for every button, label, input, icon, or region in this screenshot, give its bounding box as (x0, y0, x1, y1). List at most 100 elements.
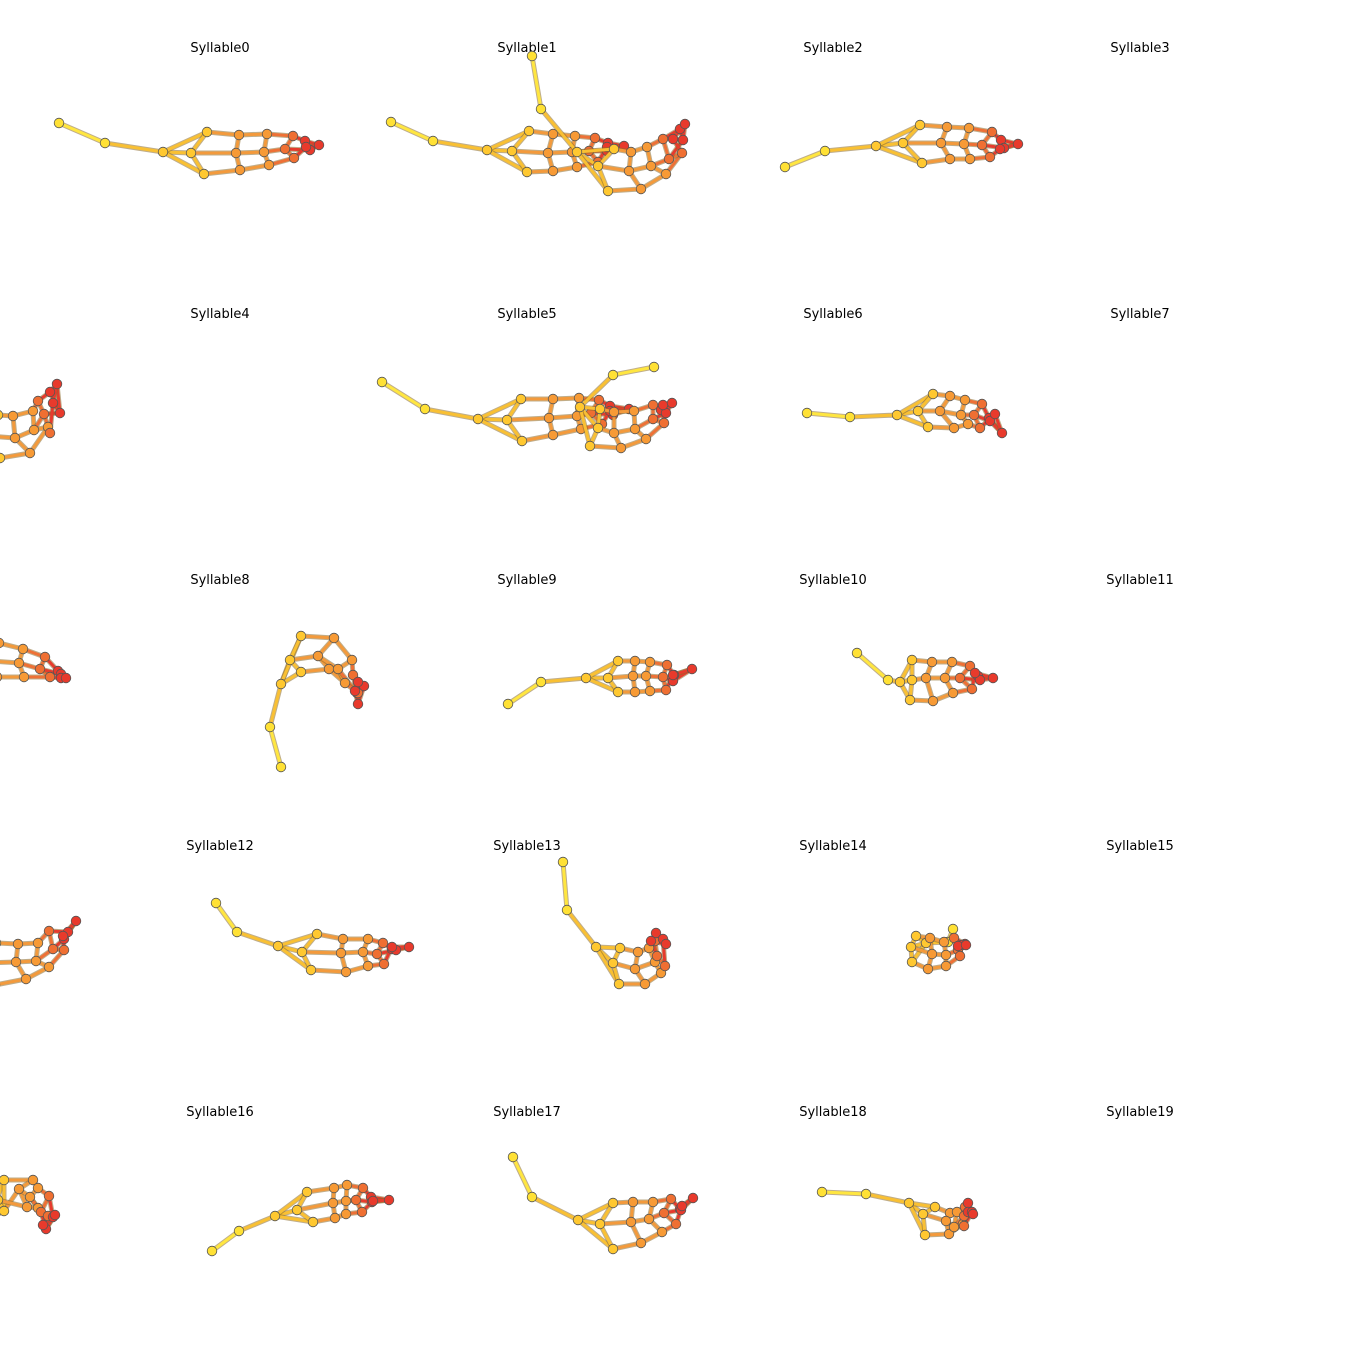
skeleton-keypoint (233, 1225, 245, 1237)
skeleton-keypoint (660, 168, 672, 180)
skeleton-keypoint (643, 1213, 655, 1225)
skeleton-keypoint (903, 1197, 915, 1209)
skeleton-edge (276, 944, 313, 972)
skeleton-keypoint (651, 950, 663, 962)
skeleton-keypoint (640, 670, 652, 682)
skeleton-edge (578, 405, 592, 448)
skeleton-keypoint (234, 164, 246, 176)
skeleton-edge (530, 54, 543, 111)
skeleton-keypoint (987, 672, 999, 684)
skeleton-keypoint (70, 915, 82, 927)
skeleton-keypoint (572, 1214, 584, 1226)
skeleton-keypoint (362, 960, 374, 972)
skeleton-edge (864, 1192, 911, 1205)
skeleton-keypoint (926, 948, 938, 960)
skeleton-keypoint (641, 141, 653, 153)
skeleton-keypoint (584, 440, 596, 452)
skeleton-keypoint (547, 429, 559, 441)
panel-title: Syllable18 (799, 1105, 867, 1120)
skeleton-keypoint (502, 698, 514, 710)
skeleton-keypoint (608, 406, 620, 418)
skeleton-edge (389, 120, 435, 143)
skeleton-keypoint (602, 672, 614, 684)
skeleton-edge (276, 932, 319, 948)
skeleton-keypoint (157, 146, 169, 158)
skeleton-keypoint (264, 721, 276, 733)
skeleton-edge (485, 129, 531, 152)
skeleton-keypoint (0, 939, 2, 947)
panel-syllable6: Syllable6 (574, 307, 863, 454)
panel-syllable12: Syllable12 (0, 839, 254, 987)
skeleton-keypoint (335, 947, 347, 959)
skeleton-keypoint (0, 410, 4, 420)
skeleton-keypoint (659, 960, 671, 972)
skeleton-keypoint (296, 946, 308, 958)
skeleton-keypoint (927, 695, 939, 707)
skeleton-keypoint (32, 1182, 44, 1194)
skeleton-keypoint (968, 409, 980, 421)
skeleton-edge (202, 168, 242, 176)
panel-syllable18: Syllable18 (507, 1105, 867, 1255)
skeleton-keypoint (547, 393, 559, 405)
skeleton-keypoint (356, 1206, 368, 1218)
panel-title: Syllable2 (803, 41, 862, 56)
skeleton-edge (506, 680, 543, 706)
skeleton-keypoint (571, 161, 583, 173)
skeleton-keypoint (362, 933, 374, 945)
panel-syllable15: Syllable15 (905, 839, 1174, 975)
skeleton-keypoint (667, 669, 679, 681)
skeleton-keypoint (929, 1201, 941, 1213)
skeleton-keypoint (644, 685, 656, 697)
skeleton-keypoint (279, 143, 291, 155)
skeleton-keypoint (352, 698, 364, 710)
skeleton-keypoint (523, 125, 535, 137)
skeleton-edge (805, 411, 852, 419)
skeleton-keypoint (989, 408, 1001, 420)
skeleton-keypoint (543, 412, 555, 424)
skeleton-keypoint (613, 978, 625, 990)
skeleton-keypoint (958, 1220, 970, 1232)
panel-title: Syllable13 (493, 839, 561, 854)
skeleton-keypoint (34, 663, 46, 675)
skeleton-edge (584, 659, 620, 680)
skeleton-keypoint (580, 672, 592, 684)
skeleton-keypoint (526, 50, 538, 62)
skeleton-keypoint (592, 160, 604, 172)
skeleton-keypoint (383, 1194, 395, 1206)
skeleton-keypoint (623, 165, 635, 177)
skeleton-keypoint (386, 941, 398, 953)
skeleton-keypoint (677, 134, 689, 146)
skeleton-keypoint (666, 397, 678, 409)
panel-title: Syllable4 (190, 307, 249, 322)
skeleton-keypoint (948, 422, 960, 434)
skeleton-keypoint (976, 398, 988, 410)
panel-syllable16: Syllable16 (0, 1105, 254, 1235)
skeleton-keypoint (940, 1215, 952, 1227)
skeleton-keypoint (922, 963, 934, 975)
skeleton-keypoint (650, 927, 662, 939)
skeleton-keypoint (44, 671, 56, 683)
skeleton-edge (0, 960, 18, 964)
panel-title: Syllable5 (497, 307, 556, 322)
skeleton-keypoint (327, 1197, 339, 1209)
skeleton-keypoint (661, 659, 673, 671)
skeleton-keypoint (24, 1191, 36, 1203)
skeleton-edge (300, 950, 343, 955)
skeleton-keypoint (307, 1216, 319, 1228)
skeleton-keypoint (323, 663, 335, 675)
skeleton-keypoint (657, 399, 669, 411)
skeleton-keypoint (49, 1209, 61, 1221)
skeleton-keypoint (935, 137, 947, 149)
skeleton-edge (268, 725, 283, 769)
skeleton-keypoint (328, 632, 340, 644)
panel-syllable4: Syllable4 (0, 307, 250, 464)
skeleton-keypoint (542, 147, 554, 159)
skeleton-keypoint (647, 413, 659, 425)
skeleton-keypoint (13, 1183, 25, 1195)
skeleton-keypoint (657, 671, 669, 683)
skeleton-edge (510, 149, 550, 155)
skeleton-keypoint (515, 393, 527, 405)
skeleton-keypoint (594, 1218, 606, 1230)
skeleton-keypoint (210, 897, 222, 909)
skeleton-keypoint (378, 958, 390, 970)
